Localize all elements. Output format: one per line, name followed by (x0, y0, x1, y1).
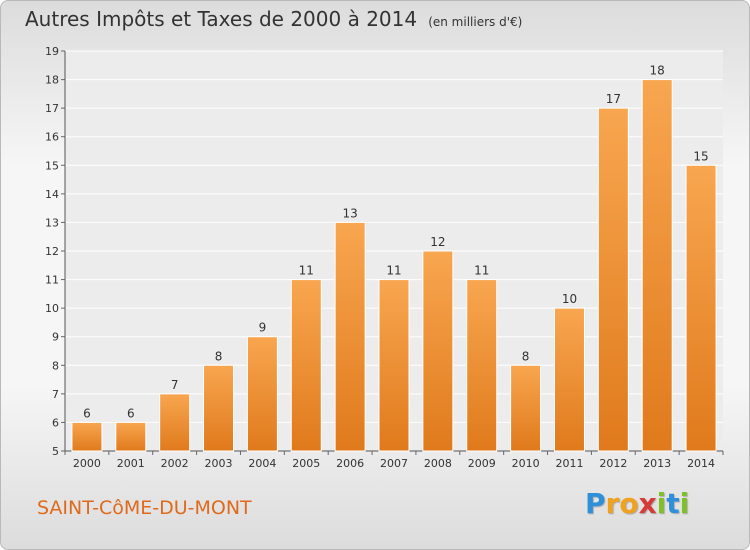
y-tick-label: 18 (45, 74, 59, 87)
bar (553, 307, 585, 452)
x-tick-label: 2013 (643, 457, 671, 470)
data-label: 11 (386, 264, 401, 278)
y-tick-label: 19 (45, 45, 59, 58)
data-label: 12 (430, 235, 445, 249)
logo-letter: x (638, 487, 657, 520)
y-tick-label: 8 (52, 359, 59, 372)
bar (290, 279, 322, 452)
data-label: 10 (562, 292, 577, 306)
x-tick-label: 2008 (424, 457, 452, 470)
chart-title-row: Autres Impôts et Taxes de 2000 à 2014 (e… (25, 7, 522, 31)
data-label: 13 (342, 206, 357, 220)
data-label: 15 (693, 149, 708, 163)
x-tick-label: 2000 (73, 457, 101, 470)
y-tick-label: 7 (52, 388, 59, 401)
y-tick-label: 17 (45, 102, 59, 115)
y-tick-label: 16 (45, 131, 59, 144)
y-tick-label: 11 (45, 274, 59, 287)
x-tick-label: 2011 (555, 457, 583, 470)
bar (422, 250, 454, 452)
x-tick-label: 2009 (468, 457, 496, 470)
bar (510, 364, 542, 452)
bar (641, 79, 673, 452)
y-tick-label: 13 (45, 216, 59, 229)
chart-title: Autres Impôts et Taxes de 2000 à 2014 (25, 7, 418, 31)
x-tick-label: 2007 (380, 457, 408, 470)
x-tick-label: 2004 (248, 457, 276, 470)
bar (597, 107, 629, 452)
logo-letter: i (679, 487, 690, 520)
y-tick-label: 9 (52, 331, 59, 344)
bar (334, 221, 366, 452)
bar (246, 336, 278, 452)
proxiti-logo: Proxiti (585, 487, 689, 520)
place-name: SAINT-CôME-DU-MONT (37, 497, 252, 519)
logo-letter: t (666, 487, 680, 520)
x-tick-label: 2014 (687, 457, 715, 470)
data-label: 6 (127, 406, 135, 420)
data-label: 11 (299, 264, 314, 278)
x-tick-label: 2012 (599, 457, 627, 470)
x-tick-label: 2005 (292, 457, 320, 470)
data-label: 8 (215, 349, 223, 363)
x-tick-label: 2010 (512, 457, 540, 470)
bar (685, 164, 717, 452)
data-label: 8 (522, 349, 530, 363)
bar (466, 279, 498, 452)
bar (378, 279, 410, 452)
chart-unit: (en milliers d'€) (428, 15, 523, 29)
bar (159, 393, 191, 452)
logo-letter: o (619, 487, 639, 520)
x-tick-label: 2002 (161, 457, 189, 470)
logo-letter: i (656, 487, 667, 520)
x-tick-label: 2001 (117, 457, 145, 470)
bar (115, 421, 147, 452)
bar (71, 421, 103, 452)
bar (203, 364, 235, 452)
x-tick-label: 2006 (336, 457, 364, 470)
data-label: 7 (171, 378, 179, 392)
data-label: 17 (606, 92, 621, 106)
y-tick-label: 5 (52, 445, 59, 458)
logo-letter: P (585, 487, 606, 520)
y-tick-label: 15 (45, 159, 59, 172)
y-tick-label: 10 (45, 302, 59, 315)
logo-letter: r (605, 487, 620, 520)
data-label: 11 (474, 264, 489, 278)
y-tick-label: 14 (45, 188, 59, 201)
y-tick-label: 6 (52, 416, 59, 429)
data-label: 18 (650, 64, 665, 78)
x-tick-label: 2003 (205, 457, 233, 470)
data-label: 6 (83, 406, 91, 420)
data-label: 9 (259, 321, 267, 335)
y-tick-label: 12 (45, 245, 59, 258)
